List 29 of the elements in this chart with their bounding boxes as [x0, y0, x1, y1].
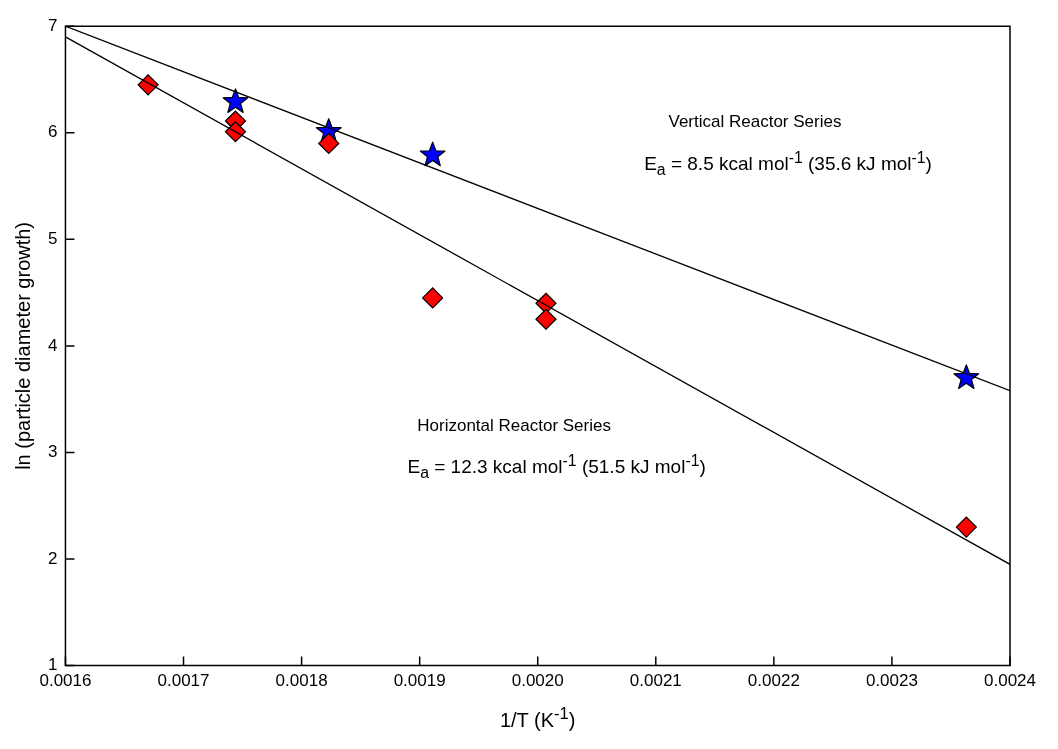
point [955, 516, 977, 538]
x-tick-label: 0.0020 [511, 671, 564, 691]
x-axis-title: 1/T (K$^{-1}$) [499, 704, 576, 732]
point [422, 287, 444, 309]
point [137, 74, 159, 96]
x-tick-label: 0.0024 [984, 671, 1036, 691]
annotation: E$_{a}$ = 8.5 kcal mol$^{-1}$ (35.6 kJ mol$^{-1}$) [644, 148, 932, 179]
point [419, 141, 446, 167]
point [222, 88, 249, 113]
annotation: Vertical Reactor Series [668, 112, 842, 133]
x-tick-label: 0.0017 [157, 671, 210, 691]
x-tick-label: 0.0022 [747, 671, 800, 691]
y-tick-label: 6 [47, 122, 58, 142]
y-tick-label: 5 [47, 229, 58, 249]
annotation: Horizontal Reactor Series [417, 415, 611, 436]
point [224, 121, 247, 143]
y-tick-label: 2 [47, 548, 58, 568]
x-tick-label: 0.0021 [629, 671, 682, 691]
y-tick-label: 7 [47, 15, 58, 35]
x-tick-label: 0.0018 [275, 671, 328, 691]
y-tick-label: 4 [47, 335, 58, 355]
point [318, 132, 340, 155]
point [535, 308, 557, 330]
y-axis-title: ln (particle diameter growth) [11, 221, 34, 470]
y-tick-label: 3 [47, 442, 58, 462]
x-tick-label: 0.0019 [393, 671, 446, 691]
point [953, 364, 980, 389]
x-tick-label: 0.0023 [865, 671, 918, 691]
annotation: E$_{a}$ = 12.3 kcal mol$^{-1}$ (51.5 kJ mol$^{-1}$) [407, 452, 706, 483]
